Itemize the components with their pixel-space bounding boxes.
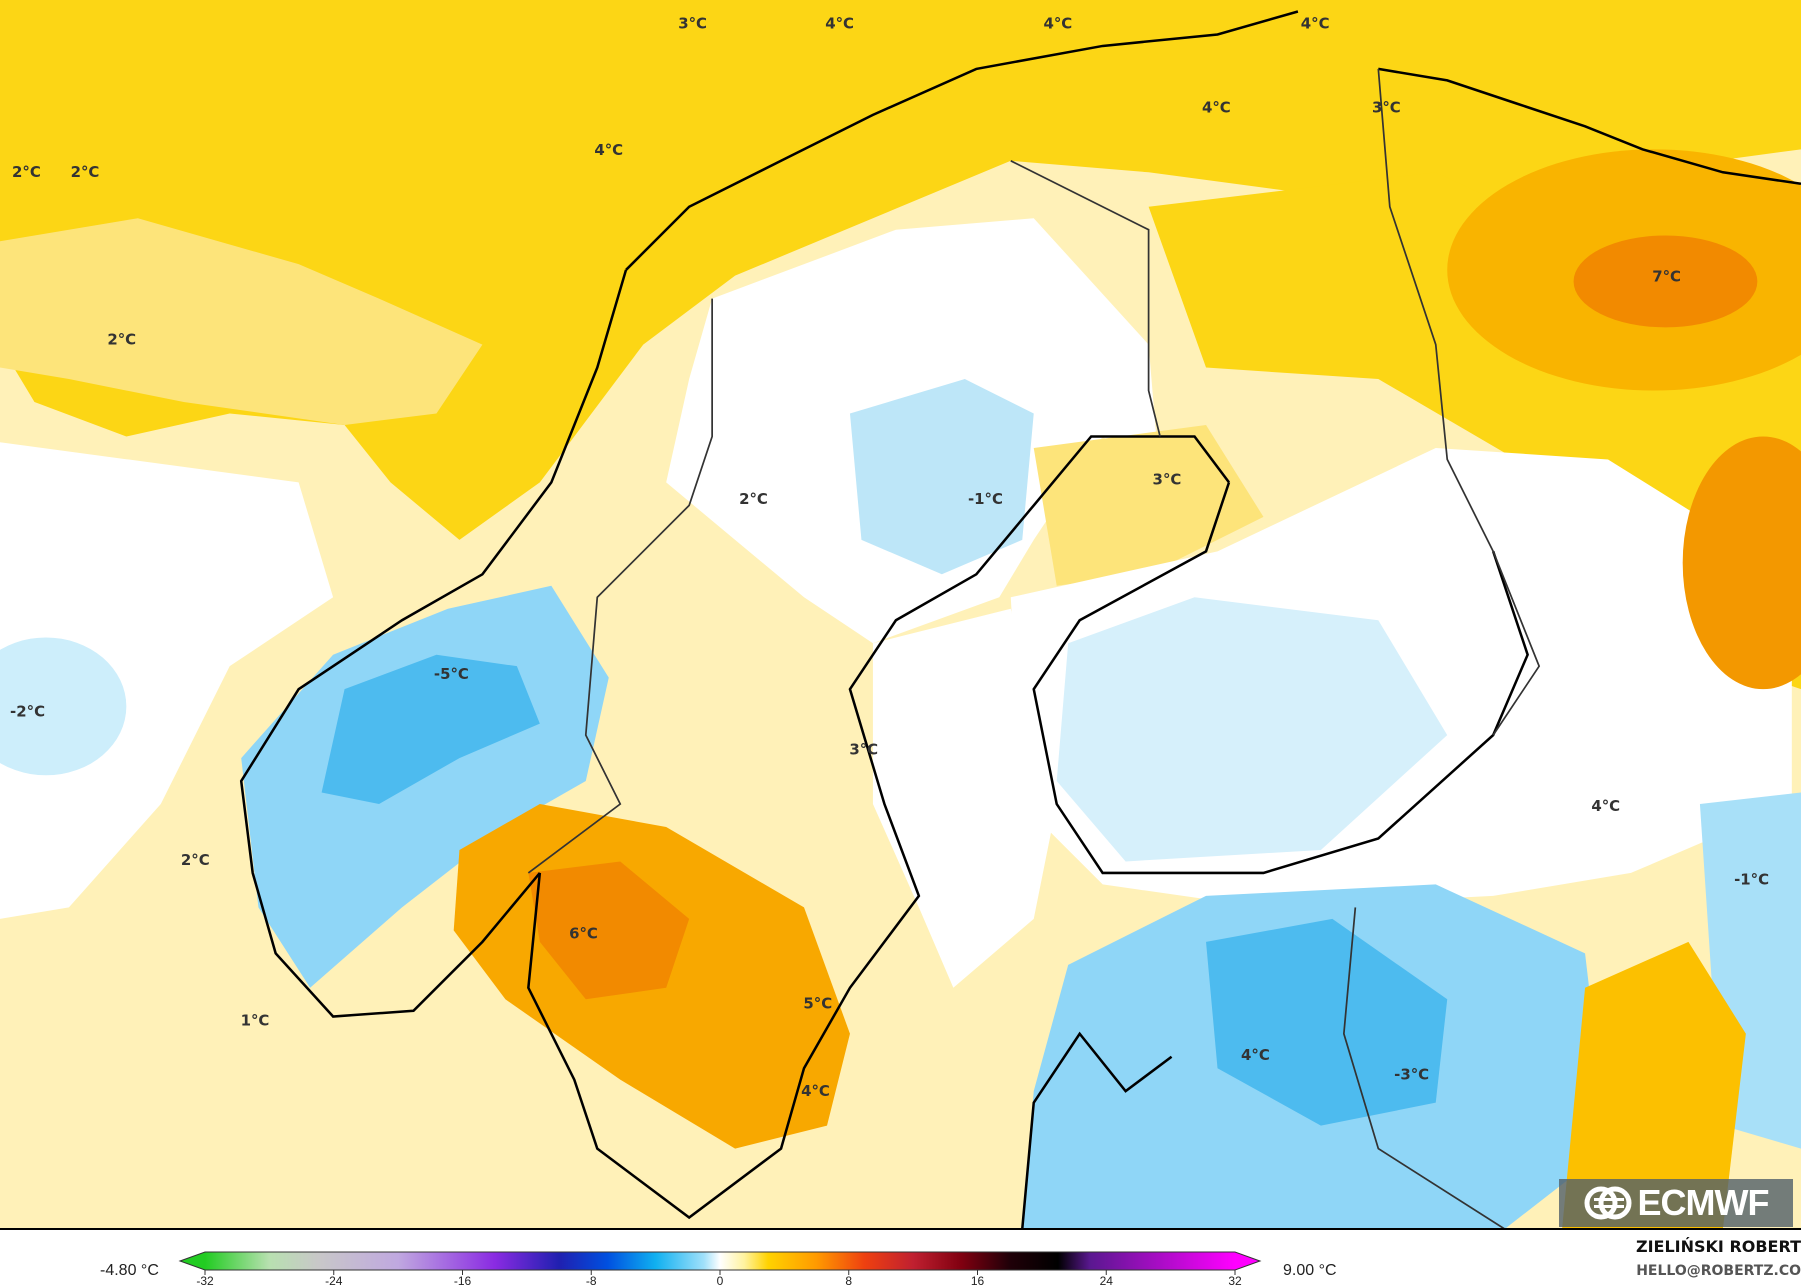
region-midblue-baltic [1206,918,1448,1126]
temperature-label: 4°C [1241,1046,1270,1064]
temperature-labels: 3°C 4°C 4°C 4°C 4°C 3°C 4°C 2°C 2°C 2°C 7°C 2°C -1°C… [10,15,1769,1100]
temperature-label: -3°C [1394,1066,1429,1084]
colorbar-tick-label: -32 [196,1274,214,1287]
colorbar-tick-label: 32 [1228,1274,1242,1287]
temperature-label: 3°C [849,741,878,759]
temperature-label: 6°C [569,924,598,942]
author-name: ZIELIŃSKI ROBERT [1635,1237,1801,1256]
temperature-label: 7°C [1652,267,1681,285]
region-orange-east [1682,436,1801,690]
temperature-label: 4°C [1043,15,1072,33]
temperature-label: 3°C [1372,99,1401,117]
colorbar-tick-label: 0 [717,1274,724,1287]
temperature-label: 2°C [71,163,100,181]
region-white-west [0,442,334,919]
colorbar-ticks: -32 -24 -16 -8 0 8 16 24 32 [196,1270,1242,1287]
region-lightblue-finland [1056,597,1448,862]
region-lightblue-west [0,637,127,776]
author-email: HELLO@ROBERTZ.CO [1636,1263,1801,1279]
temperature-label: -2°C [10,703,45,721]
temperature-label: -1°C [968,490,1003,508]
temperature-label: 5°C [803,994,832,1012]
temperature-anomaly-map: 3°C 4°C 4°C 4°C 4°C 3°C 4°C 2°C 2°C 2°C 7°C 2°C -1°C… [0,0,1801,1229]
region-lightblue-interior [849,379,1034,575]
region-yellow-north [0,0,1801,540]
temperature-label: 3°C [678,15,707,33]
temperature-label: 4°C [825,15,854,33]
temperature-label: 4°C [801,1082,830,1100]
colorbar-bar [178,1251,1262,1271]
colorbar-tick-label: 8 [845,1274,852,1287]
map-border [0,1228,1801,1230]
logo-text: ECMWF [1637,1182,1770,1223]
colorbar-max-label: 9.00 °C [1283,1262,1337,1279]
region-darkorange-russia [1573,235,1758,328]
temperature-label: 2°C [12,163,41,181]
colorbar-tick-label: -8 [586,1274,597,1287]
temperature-label: 2°C [739,490,768,508]
colorbar-min-label: -4.80 °C [100,1262,159,1279]
colorbar-tick-label: 24 [1100,1274,1114,1287]
region-yellow-bothnia [1033,424,1264,586]
temperature-label: 4°C [1591,797,1620,815]
region-light-yellow-west [0,218,483,425]
temperature-label: 2°C [107,331,136,349]
colorbar: -32 -24 -16 -8 0 8 16 24 32 [178,1251,1262,1287]
region-darkorange-sweden [528,861,690,1000]
borders [527,68,1541,1229]
temperature-label: 2°C [181,851,210,869]
ecmwf-logo: ECMWF [1559,1179,1793,1227]
region-midblue-norway [321,654,540,805]
colorbar-tick-label: 16 [971,1274,985,1287]
temperature-label: -5°C [434,665,469,683]
colorbar-tick-label: -24 [325,1274,343,1287]
temperature-label: 4°C [1202,99,1231,117]
temperature-label: 4°C [1301,15,1330,33]
temperature-label: 4°C [594,141,623,159]
temperature-label: 1°C [241,1012,270,1030]
region-orange-southeast [1562,941,1746,1229]
colorbar-tick-label: -16 [454,1274,472,1287]
temperature-label: 3°C [1153,471,1182,489]
coastlines [239,10,1801,1229]
ecmwf-logo-icon [1584,1186,1632,1220]
temperature-label: -1°C [1734,870,1769,888]
